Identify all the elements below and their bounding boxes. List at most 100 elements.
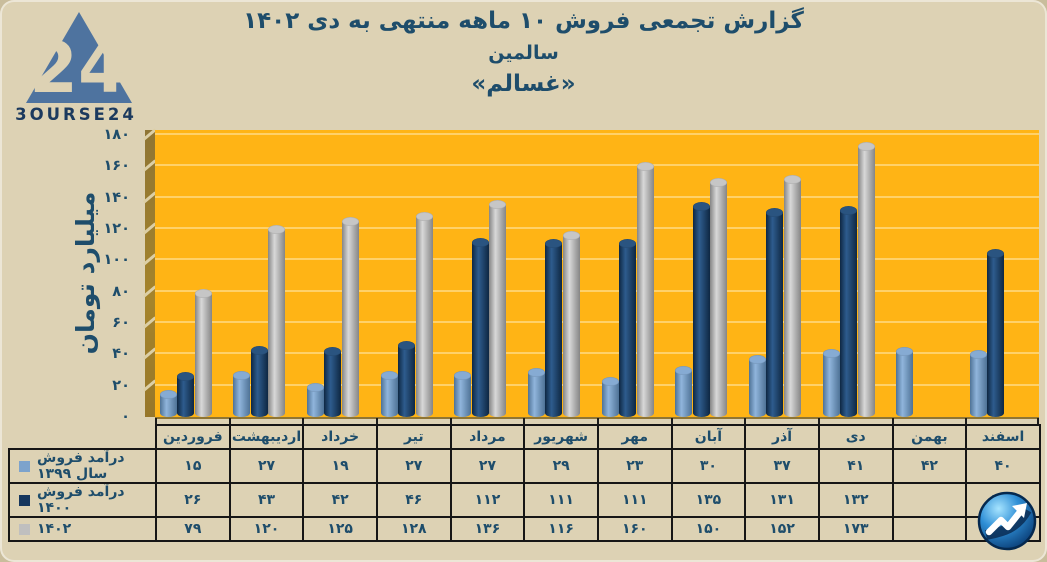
value-cell: ۱۲۵ (302, 516, 378, 542)
bourse24-wordmark: 3OURSE24 (15, 105, 137, 124)
x-tick (597, 418, 599, 426)
gridline (155, 195, 1039, 198)
month-header: تیر (375, 424, 452, 450)
y-tick-label: ۱۰۰ (103, 252, 130, 269)
x-tick (965, 418, 968, 426)
value-cell: ۲۹ (523, 448, 599, 484)
value-cell: ۲۷ (449, 448, 526, 484)
bar-0-5 (527, 367, 545, 417)
series-name: ۱۴۰۲ (37, 521, 72, 537)
month-header: شهریور (523, 424, 599, 450)
bar-1-5 (545, 239, 563, 417)
y-tick-label: ۱۸۰ (103, 127, 130, 143)
bar-0-0 (159, 389, 177, 417)
value-cell: ۴۱ (817, 448, 894, 484)
value-cell: ۳۰ (670, 448, 747, 484)
value-cell: ۱۳۶ (449, 516, 526, 542)
x-tick (1037, 418, 1039, 426)
table-row: درآمد فروش ۱۴۰۰ ۲۶ ۴۳ ۴۲ ۴۶ ۱۱۲ ۱۱۱ ۱۱۱ ۱۳۵ ۱۳۱ ۱۳… (8, 482, 1041, 518)
value-cell: ۱۶۰ (596, 516, 673, 542)
data-table: فروردین اردیبهشت خرداد تیر مرداد شهریور مهر آبا… (8, 424, 1041, 542)
bar-1-0 (177, 372, 194, 417)
legend-swatch-icon (19, 523, 30, 535)
value-cell: ۴۰ (965, 448, 1041, 484)
x-tick (449, 418, 452, 426)
table-row: ۱۴۰۲ ۷۹ ۱۲۰ ۱۲۵ ۱۲۸ ۱۳۶ ۱۱۶ ۱۶۰ ۱۵۰ ۱۵۲ ۱۷۳ (8, 516, 1041, 542)
gridline (155, 321, 1039, 323)
bar-0-10 (896, 347, 914, 417)
gridline (155, 164, 1039, 167)
arrow-globe-icon (977, 491, 1037, 551)
bar-1-11 (987, 248, 1005, 417)
bar-1-1 (250, 345, 268, 417)
value-cell: ۱۳۲ (817, 482, 894, 518)
y-tick-label: ۲۰ (112, 377, 130, 394)
bar-0-11 (969, 350, 987, 417)
value-cell: ۱۷۳ (817, 516, 894, 542)
x-tick (228, 418, 231, 426)
value-cell: ۳۷ (744, 448, 820, 484)
value-cell: ۴۲ (891, 448, 968, 484)
x-axis-ticks (155, 417, 1039, 426)
series-label-cell: درآمد فروش ۱۴۰۰ (8, 482, 157, 518)
value-cell (891, 516, 968, 542)
value-cell: ۱۲۰ (228, 516, 305, 542)
gridline (155, 258, 1039, 261)
bar-1-6 (619, 239, 636, 417)
month-header: بهمن (891, 424, 968, 450)
bar-1-4 (471, 237, 489, 417)
bar-0-3 (380, 370, 398, 417)
gridline (155, 133, 1039, 135)
legend-swatch-icon (19, 460, 30, 472)
value-cell: ۱۵ (155, 448, 231, 484)
value-cell: ۱۵۰ (670, 516, 747, 542)
company-name: سالمین (488, 42, 559, 64)
x-tick (523, 418, 526, 426)
bar-1-3 (398, 340, 415, 417)
gridline (155, 289, 1039, 292)
x-tick (744, 418, 747, 426)
bar-2-2 (341, 217, 359, 417)
report-title: گزارش تجمعی فروش ۱۰ ماهه منتهی به دی ۱۴۰… (243, 8, 804, 34)
bar-0-6 (601, 376, 619, 417)
bar-1-9 (840, 206, 857, 417)
x-tick (155, 418, 157, 426)
bar-2-5 (562, 231, 580, 417)
bar-2-4 (489, 199, 507, 417)
bar-2-6 (636, 162, 654, 417)
bar-0-8 (748, 355, 766, 417)
bar-2-0 (194, 289, 212, 417)
bar-0-2 (306, 383, 324, 417)
series-label-cell: ۱۴۰۲ (8, 516, 157, 542)
bar-1-2 (324, 347, 342, 417)
value-cell: ۱۳۱ (744, 482, 820, 518)
gridline (155, 352, 1039, 355)
y-tick-label: ۱۶۰ (103, 158, 130, 175)
y-tick-label: ۰ (121, 409, 130, 425)
svg-text:24: 24 (29, 27, 126, 109)
month-header: فروردین (155, 424, 231, 450)
bar-2-7 (710, 178, 728, 417)
bar-2-1 (268, 225, 286, 417)
value-cell: ۲۶ (155, 482, 231, 518)
value-cell (891, 482, 968, 518)
y-tick-label: ۸۰ (112, 283, 130, 300)
x-tick (376, 418, 378, 426)
value-cell: ۱۱۶ (523, 516, 599, 542)
x-tick (818, 418, 820, 426)
chart-title-block: گزارش تجمعی فروش ۱۰ ماهه منتهی به دی ۱۴۰… (0, 4, 1047, 100)
bar-0-4 (454, 370, 472, 417)
value-cell: ۱۹ (302, 448, 378, 484)
bar-2-9 (857, 141, 875, 417)
legend-swatch-icon (19, 494, 30, 506)
value-cell: ۱۵۲ (744, 516, 820, 542)
gridline (155, 383, 1039, 386)
value-cell: ۱۳۵ (670, 482, 747, 518)
series-name: درآمد فروش ۱۴۰۰ (37, 484, 125, 516)
value-cell: ۴۶ (375, 482, 452, 518)
value-cell: ۷۹ (155, 516, 231, 542)
month-header: اسفند (965, 424, 1041, 450)
bar-chart: میلیارد تومان ۰ ۲۰ ۴۰ ۶۰ ۸۰ ۱۰۰ ۱۲۰ ۱۴۰ ۱۶۰ ۱۸۰ (0, 127, 1047, 426)
bar-2-8 (783, 174, 801, 417)
